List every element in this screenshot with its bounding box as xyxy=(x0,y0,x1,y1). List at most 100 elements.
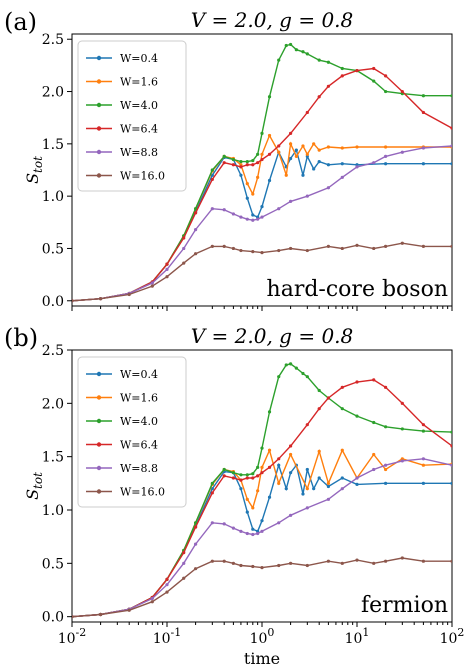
data-point xyxy=(383,89,388,94)
data-point xyxy=(450,94,452,98)
data-point xyxy=(245,497,249,501)
data-point xyxy=(245,531,249,536)
data-point xyxy=(222,208,226,212)
data-point xyxy=(193,525,198,529)
data-point xyxy=(260,566,264,570)
data-point xyxy=(288,471,293,475)
data-point xyxy=(326,244,331,248)
data-point xyxy=(340,146,344,150)
data-point xyxy=(239,248,243,253)
data-point xyxy=(372,467,376,472)
x-tick-base: 10 xyxy=(345,631,363,647)
data-point xyxy=(165,577,169,581)
panel-label: (a) xyxy=(4,8,37,36)
legend-box xyxy=(77,356,187,508)
series-line xyxy=(72,379,452,618)
y-tick-label: 1.5 xyxy=(42,450,64,466)
data-point xyxy=(383,467,388,472)
y-tick-label: 1.0 xyxy=(42,189,64,205)
legend-marker xyxy=(96,371,102,377)
data-point xyxy=(450,481,452,485)
data-point xyxy=(400,150,404,154)
legend-label: W=6.4 xyxy=(120,123,158,136)
data-point xyxy=(294,366,298,370)
data-point xyxy=(256,217,260,221)
data-point xyxy=(165,583,169,587)
data-point xyxy=(231,212,236,216)
data-point xyxy=(288,513,293,517)
data-point xyxy=(251,163,255,167)
data-point xyxy=(372,378,376,382)
data-point xyxy=(260,519,264,523)
data-point xyxy=(193,521,198,525)
legend-marker xyxy=(96,102,102,108)
data-point xyxy=(239,487,243,491)
legend-label: W=1.6 xyxy=(120,392,158,405)
data-point xyxy=(355,476,359,480)
data-point xyxy=(284,173,288,177)
data-point xyxy=(210,244,214,248)
data-point xyxy=(288,42,293,47)
data-point xyxy=(326,396,331,400)
data-point xyxy=(277,150,281,154)
y-tick-label: 1.5 xyxy=(42,137,64,153)
data-point xyxy=(98,612,103,617)
data-point xyxy=(256,474,260,478)
data-point xyxy=(450,126,452,130)
data-point xyxy=(72,299,74,303)
data-point xyxy=(210,207,214,211)
data-point xyxy=(127,608,131,612)
y-axis-label: Stot xyxy=(23,472,45,500)
data-point xyxy=(372,79,376,83)
data-point xyxy=(210,168,214,172)
data-point xyxy=(165,590,169,594)
data-point xyxy=(317,160,321,164)
data-point xyxy=(372,420,376,425)
data-point xyxy=(383,154,388,158)
x-tick-base: 10 xyxy=(58,631,76,647)
data-point xyxy=(277,463,281,467)
data-point xyxy=(165,275,169,279)
data-point xyxy=(355,558,359,562)
y-axis-label: Stot xyxy=(23,156,45,184)
data-point xyxy=(305,423,309,427)
data-point xyxy=(326,484,331,489)
data-point xyxy=(312,142,316,146)
data-point xyxy=(245,160,249,164)
data-point xyxy=(284,43,288,48)
legend-label: W=0.4 xyxy=(120,368,158,381)
legend-marker xyxy=(96,79,102,84)
data-point xyxy=(245,473,249,477)
data-point xyxy=(277,481,281,485)
data-point xyxy=(231,476,236,480)
data-point xyxy=(340,74,344,78)
data-point xyxy=(210,559,214,563)
legend-label: W=6.4 xyxy=(120,439,158,452)
data-point xyxy=(239,215,243,219)
data-point xyxy=(251,250,255,254)
data-point xyxy=(193,252,198,256)
data-point xyxy=(340,175,344,179)
data-point xyxy=(326,559,331,563)
data-point xyxy=(256,152,260,156)
data-point xyxy=(231,246,236,251)
legend-marker xyxy=(96,395,102,400)
data-point xyxy=(251,472,255,476)
series-line xyxy=(72,557,452,618)
data-point xyxy=(231,471,236,475)
legend-label: W=16.0 xyxy=(120,170,165,183)
data-point xyxy=(182,236,186,240)
data-point xyxy=(260,529,264,533)
y-axis-label-subscript: tot xyxy=(31,472,45,489)
data-point xyxy=(182,551,186,555)
data-point xyxy=(256,465,260,469)
data-point xyxy=(150,600,154,604)
data-point xyxy=(355,243,359,247)
data-point xyxy=(421,162,426,166)
y-tick-label: 0.5 xyxy=(42,556,64,572)
data-point xyxy=(421,94,426,98)
data-point xyxy=(267,152,272,156)
data-point xyxy=(372,452,376,457)
y-tick-label: 2.5 xyxy=(42,343,64,359)
